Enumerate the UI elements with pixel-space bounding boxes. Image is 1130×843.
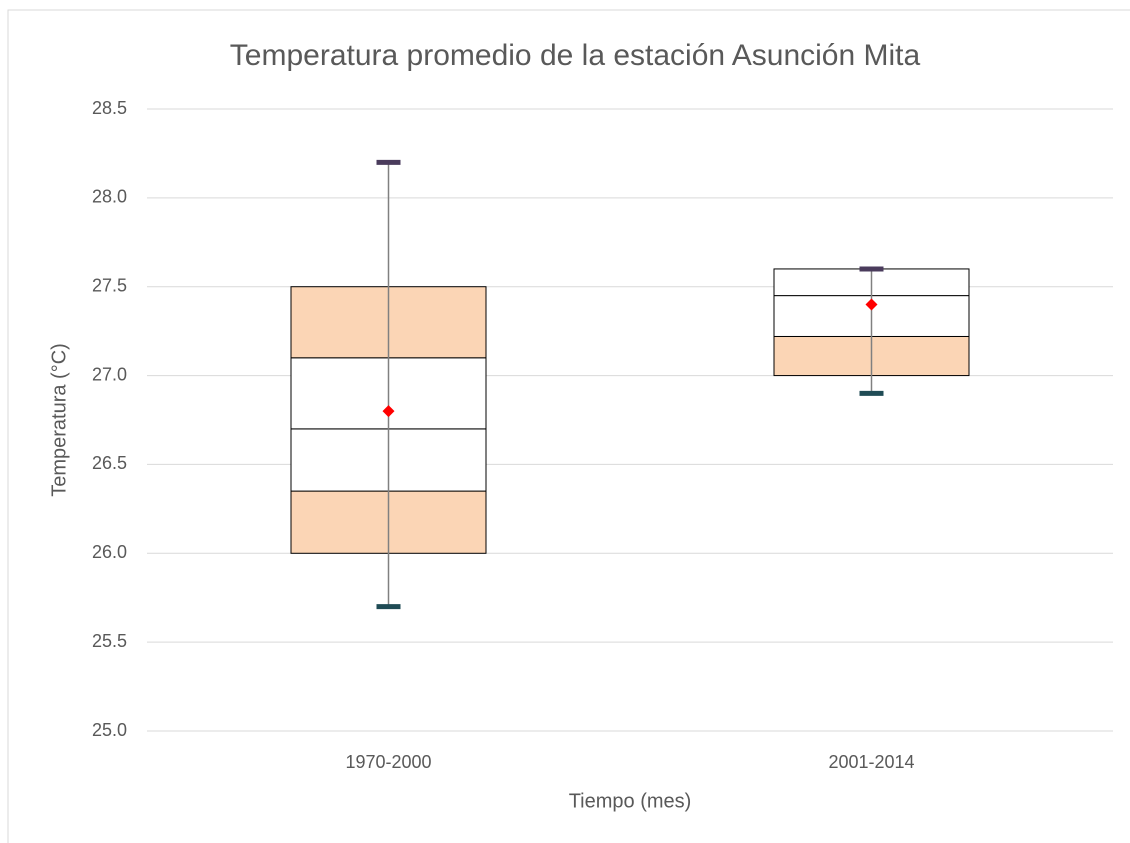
- y-tick-label: 27.0: [92, 364, 127, 384]
- mean-marker: [865, 298, 878, 311]
- mean-marker: [382, 405, 395, 418]
- chart-title: Temperatura promedio de la estación Asun…: [230, 39, 921, 72]
- y-tick-label: 26.0: [92, 542, 127, 562]
- x-axis-label: Tiempo (mes): [569, 790, 692, 812]
- y-tick-label: 27.5: [92, 275, 127, 295]
- chart-frame: [7, 9, 1130, 843]
- y-tick-label: 28.5: [92, 98, 127, 118]
- y-tick-label: 28.0: [92, 187, 127, 207]
- y-tick-label: 25.5: [92, 631, 127, 651]
- x-tick-label: 1970-2000: [345, 752, 431, 772]
- y-axis-label: Temperatura (°C): [48, 343, 70, 497]
- x-tick-label: 2001-2014: [828, 752, 914, 772]
- y-tick-label: 26.5: [92, 453, 127, 473]
- y-tick-label: 25.0: [92, 720, 127, 740]
